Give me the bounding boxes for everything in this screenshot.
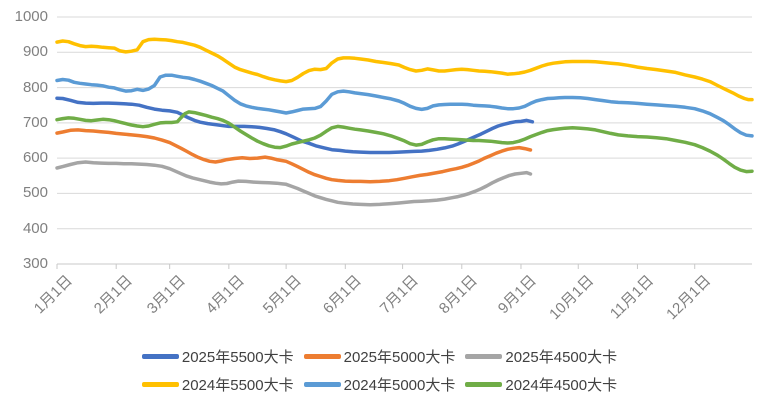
legend-item-2025-5500: 2025年5500大卡	[141, 346, 294, 367]
legend-item-2025-5000: 2025年5000大卡	[303, 346, 456, 367]
y-axis-tick-label: 1000	[14, 8, 48, 25]
legend-label: 2025年5000大卡	[343, 349, 456, 366]
legend-swatch-icon	[303, 382, 341, 387]
legend-row-2025: 2025年5500大卡 2025年5000大卡 2025年4500大卡	[141, 346, 617, 367]
y-axis-tick-label: 300	[22, 255, 48, 272]
legend-label: 2024年5500大卡	[181, 377, 294, 394]
legend-swatch-icon	[141, 382, 179, 387]
legend-swatch-icon	[465, 382, 503, 387]
y-axis-tick-label: 700	[22, 113, 48, 131]
legend-label: 2025年5500大卡	[181, 349, 294, 366]
y-axis-tick-label: 500	[22, 184, 48, 202]
legend-row-2024: 2024年5500大卡 2024年5000大卡 2024年4500大卡	[141, 374, 617, 395]
legend-item-2024-5500: 2024年5500大卡	[141, 374, 294, 395]
y-axis-tick-label: 600	[22, 149, 48, 167]
legend-item-2024-5000: 2024年5000大卡	[303, 374, 456, 395]
y-axis-tick-label: 800	[22, 78, 48, 96]
legend-item-2024-4500: 2024年4500大卡	[465, 374, 617, 395]
legend-label: 2024年4500大卡	[505, 377, 618, 394]
y-axis-tick-label: 900	[22, 43, 48, 61]
legend-label: 2025年4500大卡	[505, 349, 618, 366]
y-axis-tick-label: 400	[22, 219, 48, 237]
legend-swatch-icon	[465, 354, 503, 359]
legend-swatch-icon	[303, 354, 341, 359]
legend-swatch-icon	[141, 354, 179, 359]
legend-item-2025-4500: 2025年4500大卡	[465, 346, 617, 367]
chart-legend: 2025年5500大卡 2025年5000大卡 2025年4500大卡 2024…	[0, 346, 759, 395]
legend-label: 2024年5000大卡	[343, 377, 456, 394]
